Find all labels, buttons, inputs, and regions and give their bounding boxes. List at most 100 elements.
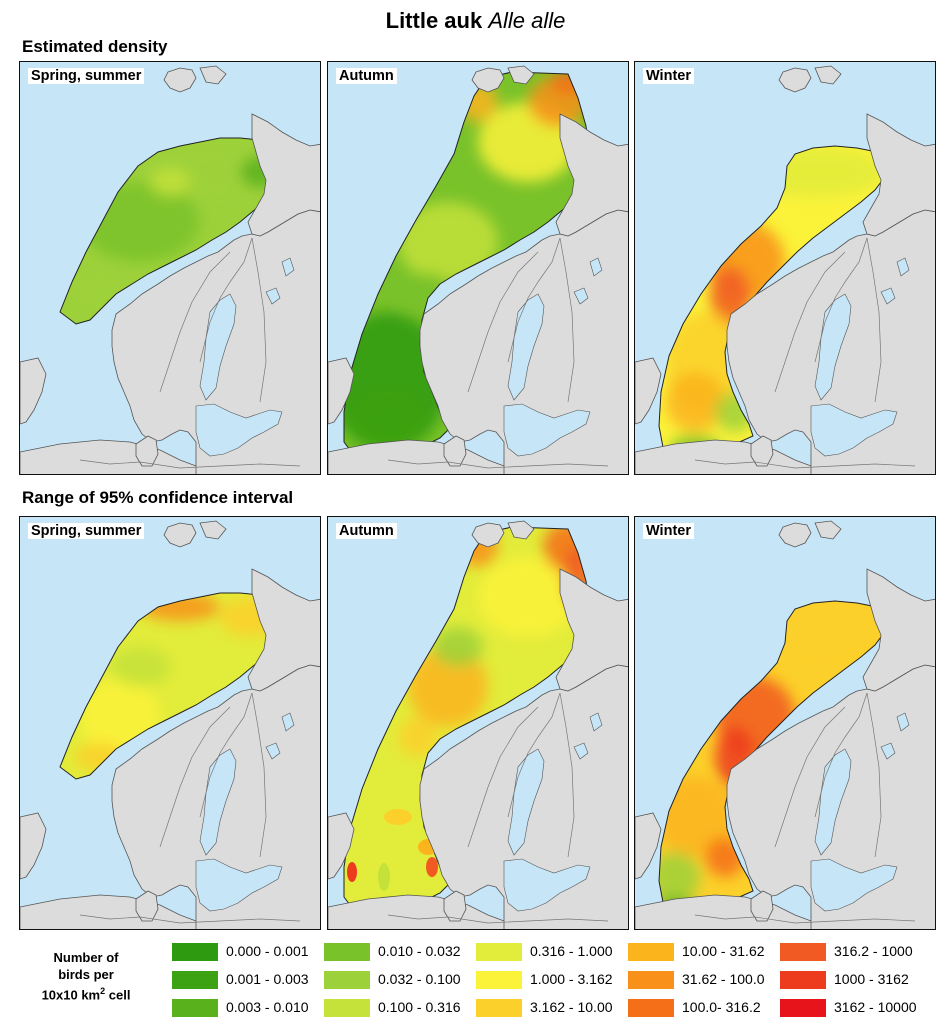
legend-label: 0.001 - 0.003 xyxy=(226,971,309,987)
density-patch xyxy=(347,862,357,882)
legend-item: 3162 - 10000 xyxy=(780,997,930,1019)
border-line xyxy=(251,237,267,403)
lake xyxy=(265,287,281,305)
border-line xyxy=(79,914,301,924)
inland-waters xyxy=(503,257,603,457)
lake xyxy=(896,712,910,732)
baltic-sea xyxy=(810,403,898,457)
lake xyxy=(573,742,589,760)
map-svg xyxy=(635,520,935,929)
inner-sea-patches xyxy=(347,809,438,891)
jutland-landmass xyxy=(750,890,774,922)
legend-swatch xyxy=(780,971,826,989)
svalbard-landmass xyxy=(163,67,197,93)
kola-landmass xyxy=(247,113,320,237)
border-line xyxy=(559,237,575,403)
legend-item: 0.001 - 0.003 xyxy=(172,969,322,991)
border-line xyxy=(159,251,231,393)
svalbard-island xyxy=(199,65,227,85)
border-line xyxy=(251,692,267,858)
svalbard-landmass xyxy=(778,67,812,93)
density-gradients xyxy=(665,147,885,458)
lake xyxy=(589,712,603,732)
jutland-landmass xyxy=(135,435,159,467)
border-line xyxy=(694,914,916,924)
legend-label: 1.000 - 3.162 xyxy=(530,971,613,987)
border-line xyxy=(507,692,561,818)
map-panel-density-autumn: Autumn xyxy=(327,61,629,475)
svalbard-landmass xyxy=(163,522,197,548)
legend-item: 0.032 - 0.100 xyxy=(324,969,474,991)
lake xyxy=(880,287,896,305)
inland-waters xyxy=(195,712,295,912)
legend-item: 0.000 - 0.001 xyxy=(172,941,322,963)
border-line xyxy=(467,706,539,848)
svalbard-landmass xyxy=(471,67,505,93)
legend-swatch xyxy=(324,999,370,1017)
border-line xyxy=(814,237,868,363)
legend-item: 0.010 - 0.032 xyxy=(324,941,474,963)
lake xyxy=(281,257,295,277)
density-patch xyxy=(350,817,366,857)
density-patch xyxy=(408,647,488,727)
legend-title-line: 10x10 km xyxy=(41,987,101,1003)
panel-label: Spring, summer xyxy=(28,523,145,539)
density-patch xyxy=(659,852,700,902)
gulf-of-bothnia xyxy=(199,293,237,401)
gulf-of-bothnia xyxy=(814,293,852,401)
border-line xyxy=(467,251,539,393)
legend-title-line: Number of xyxy=(53,950,119,965)
legend-swatch xyxy=(780,943,826,961)
great-britain-landmass xyxy=(20,812,47,880)
legend-label: 0.100 - 0.316 xyxy=(378,999,461,1015)
legend-title-line: birds per xyxy=(58,967,114,982)
density-patch xyxy=(110,647,170,687)
map-panel-density-winter: Winter xyxy=(634,61,936,475)
density-patch xyxy=(150,168,190,196)
svalbard-island xyxy=(199,520,227,540)
border-line xyxy=(199,237,253,363)
lake xyxy=(896,257,910,277)
legend-label: 100.0- 316.2 xyxy=(682,999,761,1015)
density-patch xyxy=(398,717,438,757)
legend-swatch xyxy=(780,999,826,1017)
legend-label: 3162 - 10000 xyxy=(834,999,917,1015)
density-patch xyxy=(426,857,438,877)
legend-item: 0.003 - 0.010 xyxy=(172,997,322,1019)
lake xyxy=(589,257,603,277)
baltic-sea xyxy=(810,858,898,912)
gulf-of-bothnia xyxy=(199,748,237,856)
density-patch xyxy=(378,863,390,891)
legend-label: 1000 - 3162 xyxy=(834,971,909,987)
legend-label: 0.316 - 1.000 xyxy=(530,943,613,959)
national-borders xyxy=(694,237,916,469)
density-patch xyxy=(384,809,412,825)
national-borders xyxy=(79,692,301,924)
density-patch xyxy=(745,147,885,197)
svalbard-island xyxy=(507,520,535,540)
svalbard-island xyxy=(814,520,842,540)
legend-swatch xyxy=(628,971,674,989)
baltic-sea xyxy=(503,858,591,912)
survey-area-outline xyxy=(658,600,892,914)
great-britain-landmass xyxy=(20,357,47,425)
survey-area-outline xyxy=(658,145,892,459)
legend-title-line: cell xyxy=(105,987,131,1003)
map-svg xyxy=(328,65,628,474)
legend-label: 31.62 - 100.0 xyxy=(682,971,765,987)
lake xyxy=(281,712,295,732)
panel-label: Winter xyxy=(643,68,694,84)
great-britain-landmass xyxy=(328,357,355,425)
lake xyxy=(880,742,896,760)
gulf-of-bothnia xyxy=(814,748,852,856)
kola-landmass xyxy=(862,568,935,692)
species-name: Little auk xyxy=(385,8,483,33)
section-title-ci: Range of 95% confidence interval xyxy=(22,488,294,507)
legend-swatch xyxy=(172,999,218,1017)
legend-item: 1.000 - 3.162 xyxy=(476,969,626,991)
inland-waters xyxy=(195,257,295,457)
national-borders xyxy=(79,237,301,469)
legend-item: 0.100 - 0.316 xyxy=(324,997,474,1019)
national-borders xyxy=(694,692,916,924)
baltic-sea xyxy=(195,858,283,912)
